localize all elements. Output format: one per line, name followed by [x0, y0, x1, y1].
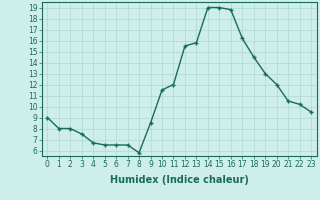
X-axis label: Humidex (Indice chaleur): Humidex (Indice chaleur) [110, 175, 249, 185]
